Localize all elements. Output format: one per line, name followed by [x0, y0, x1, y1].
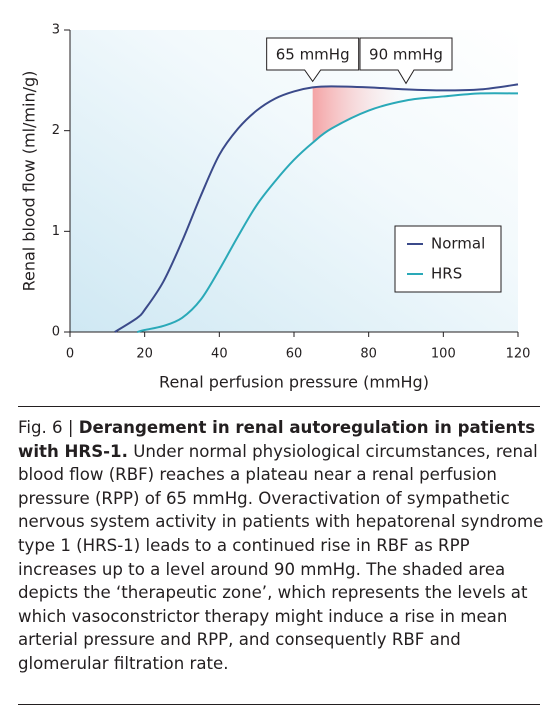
x-tick-label: 60	[286, 347, 303, 362]
y-tick-label: 1	[52, 224, 60, 239]
caption-title: Derangement in renal autoregulation in p…	[18, 418, 536, 461]
x-tick-label: 80	[360, 347, 377, 362]
legend-label: HRS	[431, 265, 462, 283]
y-tick-label: 3	[52, 23, 60, 38]
legend-label: Normal	[431, 235, 485, 253]
x-tick-label: 120	[506, 347, 531, 362]
chart: Renal blood flow (ml/min/g) Renal perfus…	[20, 23, 531, 392]
line-0	[114, 83, 519, 333]
legend-box	[394, 225, 502, 293]
rule	[18, 406, 540, 407]
callout-label: 90 mmHg	[369, 46, 443, 64]
x-tick-label: 0	[66, 347, 74, 362]
line-1	[136, 92, 519, 333]
legend: Normal HRS	[394, 225, 502, 293]
y-axis-label: Renal blood flow (ml/min/g)	[20, 71, 39, 292]
callout-box	[359, 37, 453, 85]
caption-text: Under normal physiological circumstances…	[18, 441, 544, 673]
x-tick-label: 100	[431, 347, 456, 362]
y-tick-label: 0	[52, 325, 60, 340]
x-axis-label: Renal perfusion pressure (mmHg)	[159, 373, 429, 392]
x-tick-label: 40	[211, 347, 228, 362]
rule	[18, 704, 540, 705]
x-tick-label: 20	[136, 347, 153, 362]
callout-label: 65 mmHg	[276, 46, 350, 64]
caption-label: Fig. 6 |	[18, 418, 74, 437]
y-tick-label: 2	[52, 123, 60, 138]
caption: Fig. 6 | Derangement in renal autoregula…	[18, 416, 550, 676]
callout-box	[266, 37, 360, 83]
